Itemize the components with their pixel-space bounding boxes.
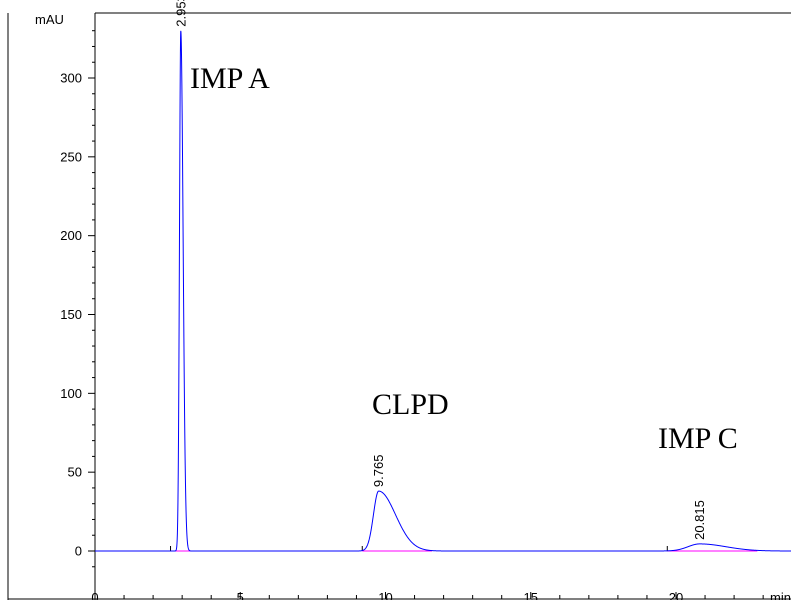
y-tick-label-300: 300 xyxy=(60,71,82,86)
y-tick-label-50: 50 xyxy=(68,465,82,480)
chromatogram-trace xyxy=(95,30,791,552)
y-tick-label-0: 0 xyxy=(75,544,82,559)
signal-line xyxy=(95,30,791,552)
y-tick-label-200: 200 xyxy=(60,228,82,243)
peak-name-label-2: CLPD xyxy=(372,388,449,421)
y-tick-label-150: 150 xyxy=(60,307,82,322)
chart-axes xyxy=(7,12,791,600)
peak-rt-label-1: 2.953 xyxy=(173,0,188,27)
y-axis-ticks: 0 50 100 150 200 250 300 xyxy=(60,30,95,568)
y-tick-label-250: 250 xyxy=(60,149,82,164)
x-tick-label-15: 15 xyxy=(524,590,538,600)
x-tick-label-5: 5 xyxy=(237,590,244,600)
peak-name-label-3: IMP C xyxy=(658,422,738,455)
x-tick-label-0: 0 xyxy=(91,590,98,600)
x-tick-label-20: 20 xyxy=(669,590,683,600)
x-tick-label-10: 10 xyxy=(378,590,392,600)
x-axis-ticks: 0 5 10 15 20 xyxy=(91,590,764,600)
x-axis-label: min xyxy=(770,590,791,600)
y-axis-label: mAU xyxy=(35,12,64,27)
peak-labels: 2.953 IMP A 9.765 CLPD 20.815 IMP C xyxy=(173,0,737,540)
y-tick-label-100: 100 xyxy=(60,386,82,401)
peak-rt-label-3: 20.815 xyxy=(692,500,707,540)
baseline-segments xyxy=(170,546,758,552)
peak-rt-label-2: 9.765 xyxy=(371,455,386,488)
peak-name-label-1: IMP A xyxy=(190,62,270,95)
